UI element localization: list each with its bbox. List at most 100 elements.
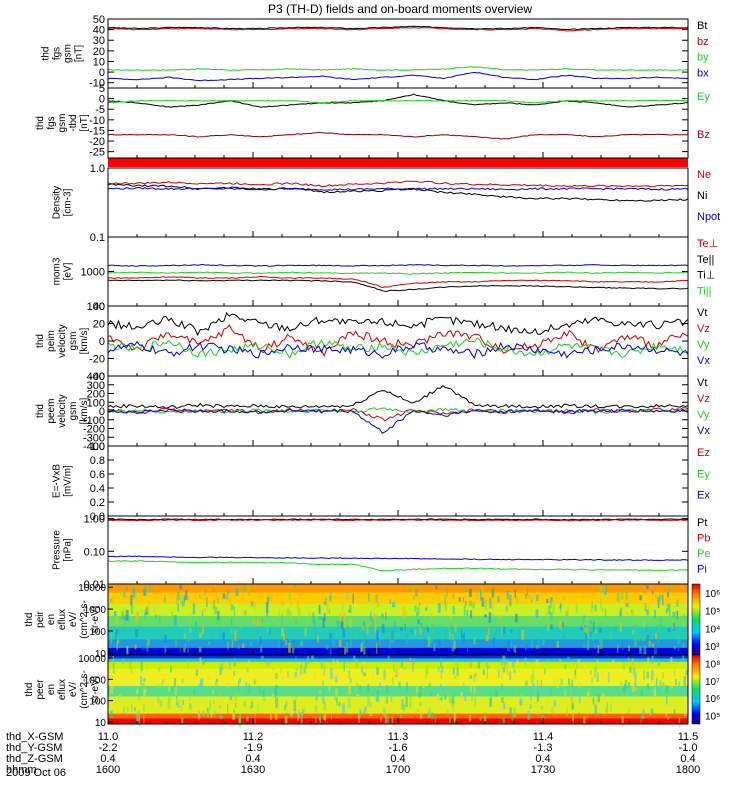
series-line-Vx [107,408,689,434]
legend-entry: Ti|| [697,285,711,297]
y-axis-label: gsm [63,44,74,63]
x-tick-label: 11.4 [533,731,554,743]
y-axis-label: eV/ [68,682,79,697]
y-tick-label: 0 [99,406,105,418]
chart-title: P3 (TH-D) fields and on-board moments ov… [268,2,532,16]
y-tick-label: -5 [95,104,105,116]
y-axis-label: [mV/m] [63,465,74,497]
x-tick-label: 1700 [386,764,410,776]
y-tick-label: 5 [99,83,105,95]
series-line-Bx [107,93,689,108]
spectrogram [108,655,688,728]
y-tick-label: -10 [89,78,105,90]
x-tick-label: -1.9 [244,742,263,754]
series-line-Vy [107,337,689,359]
y-axis-label: [cm-3] [63,188,74,216]
legend-entry: Ez [697,447,710,459]
date-label: 2009 Oct 06 [6,767,66,779]
x-tick-label: 1800 [676,764,700,776]
legend-entry: bx [697,67,709,79]
colorbar-tick-label: 10⁸ [705,660,720,671]
y-tick-label: 0.1 [90,232,105,244]
series-line-Te⊥ [107,275,689,289]
y-axis-label: velocity [57,324,68,357]
series-line-Vt [107,385,689,409]
x-row-label: hhmm [6,764,37,776]
legend-entry: by [697,52,709,64]
legend-entry: Vt [697,307,707,319]
legend-entry: Vz [697,323,710,335]
y-axis-label: eflux [57,609,68,630]
legend-entry: Ex [697,490,710,502]
series-line-Ne [107,180,689,188]
y-axis-label: thd [24,613,35,627]
y-tick-label: 400 [87,371,105,383]
panel-4: 1000 100 Te⊥ Te|| Ti⊥ Ti|| mom3 [eV] [52,236,718,313]
x-tick-label: -2.2 [99,742,118,754]
y-tick-label: 10 [95,649,107,660]
x-tick-label: 0.4 [100,753,115,765]
series-line-Te|| [107,279,689,292]
y-tick-label: 200 [87,389,105,401]
panel-frame [107,515,689,585]
x-tick-label: -1.6 [389,742,408,754]
spectrogram [108,584,688,658]
legend: Te⊥ Te|| Ti⊥ Ti|| [697,238,718,297]
legend-entry: Ey [697,91,710,103]
legend: Bt bz by bx [697,20,709,79]
y-tick-label: -20 [89,136,105,148]
series-line-Vt [107,312,689,337]
y-tick-label: -10 [89,115,105,127]
y-tick-label: 50 [93,14,105,26]
legend-entry: Pb [697,533,710,545]
y-tick-label: 1000 [81,267,105,279]
legend-entry: Bz [697,129,710,141]
legend: Ey Bz [697,91,710,141]
legend-entry: Bt [697,20,707,32]
y-axis-label: [eV] [63,262,74,280]
y-tick-label: 10000 [78,654,106,665]
y-axis-label: thd [41,47,52,61]
y-axis-label: thd [24,683,35,697]
y-tick-label: 0.01 [84,579,105,591]
series-line-Npot [107,186,689,191]
colorbar-tick-label: 10⁵ [705,607,720,618]
series-line-Vx [107,340,689,360]
y-tick-label: 0.10 [84,546,105,558]
panel-10: 10⁸ 10⁷ 10⁶ 10⁵ 10000 1000 100 10 thd peer en eflux… [24,654,720,729]
y-tick-label: 0.6 [90,469,105,481]
y-tick-label: -400 [83,441,105,453]
series-line-By [107,99,689,104]
series-line-by [108,66,689,71]
series-line-bx [107,71,689,82]
y-axis-label: eflux [57,679,68,700]
y-axis-label: en [46,684,57,695]
x-tick-label: 0.4 [535,753,550,765]
x-tick-label: 0.4 [680,753,695,765]
x-tick-label: 1600 [96,764,120,776]
x-tick-label: 0.4 [245,753,260,765]
panel-frame [107,445,689,517]
y-axis-label: E=-VxB [52,464,63,499]
y-axis-label: fgs [52,47,63,60]
colorbar-tick-label: 10⁴ [705,624,720,635]
y-tick-label: 0.4 [90,483,105,495]
legend: Pt Pb Pe Pi [697,517,710,576]
legend-entry: Vt [697,377,707,389]
y-tick-label: 30 [93,35,105,47]
x-tick-label: 1630 [241,764,265,776]
y-axis-label: eV/ [68,612,79,627]
panel-2: 50-5-10-15-20-25 Ey Bz thd fgs gsm -tbd [nT] [35,83,710,159]
y-axis-label: gsm [57,114,68,133]
y-axis-label: mom3 [52,257,63,285]
y-tick-label: -25 [89,147,105,159]
panel-frame [107,236,689,307]
y-axis-label: en [46,614,57,625]
y-tick-label: 40 [93,25,105,37]
panel-frame [107,87,689,159]
y-tick-label: 1000 [84,675,107,686]
y-tick-label: -200 [83,424,105,436]
y-axis-label: fgs [46,116,57,129]
